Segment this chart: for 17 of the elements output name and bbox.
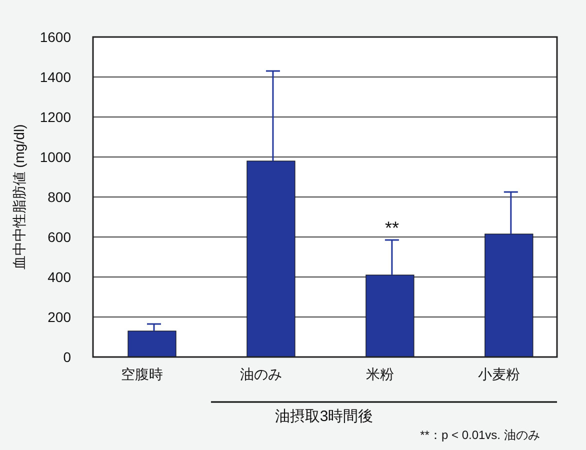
x-tick-label: 小麦粉: [478, 366, 520, 382]
y-tick-label: 1200: [40, 109, 72, 125]
text: 油摂取3時間後: [274, 408, 374, 425]
y-tick-label: 200: [48, 309, 72, 325]
x-tick-label: 空腹時: [121, 366, 163, 382]
y-tick-label: 400: [48, 269, 72, 285]
x-tick-label: 米粉: [366, 366, 394, 382]
y-tick-label: 1400: [40, 69, 72, 85]
y-tick-label: 800: [48, 189, 72, 205]
y-tick-label: 1600: [40, 29, 72, 45]
x-tick-label: 油のみ: [240, 366, 282, 382]
annotation: **: [384, 218, 399, 238]
y-tick-label: 600: [48, 229, 72, 245]
y-tick-label: 1000: [40, 149, 72, 165]
y-axis-title: 血中中性脂肪値 (mg/dl): [11, 124, 27, 270]
text: **：p < 0.01vs. 油のみ: [420, 428, 540, 442]
y-tick-label: 0: [63, 349, 72, 365]
